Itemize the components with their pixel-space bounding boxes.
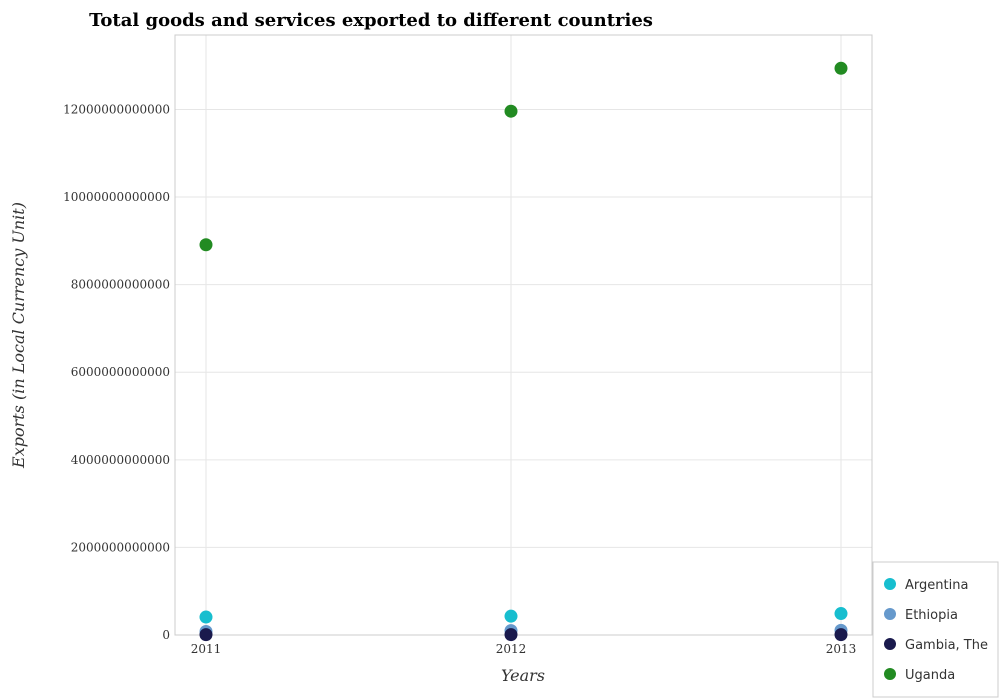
y-tick-label: 8000000000000 bbox=[71, 278, 170, 292]
x-tick-label: 2012 bbox=[496, 642, 527, 656]
legend-label: Argentina bbox=[905, 578, 968, 593]
point-uganda bbox=[199, 238, 213, 252]
y-axis-label: Exports (in Local Currency Unit) bbox=[9, 202, 28, 469]
point-uganda bbox=[834, 61, 848, 75]
y-tick-label: 4000000000000 bbox=[71, 453, 170, 467]
point-gambia-the bbox=[504, 628, 518, 642]
x-tick-label: 2013 bbox=[826, 642, 857, 656]
legend-label: Ethiopia bbox=[905, 608, 958, 623]
legend-marker bbox=[884, 578, 896, 590]
legend-marker bbox=[884, 668, 896, 680]
point-gambia-the bbox=[834, 628, 848, 642]
legend: Argentina Ethiopia Gambia, The Uganda bbox=[872, 561, 999, 698]
legend-marker bbox=[884, 638, 896, 650]
point-uganda bbox=[504, 104, 518, 118]
legend-label: Uganda bbox=[905, 668, 955, 683]
chart-title: Total goods and services exported to dif… bbox=[89, 10, 653, 31]
point-argentina bbox=[199, 610, 213, 624]
point-gambia-the bbox=[199, 628, 213, 642]
y-tick-label: 12000000000000 bbox=[63, 102, 170, 116]
point-argentina bbox=[834, 607, 848, 621]
x-tick-label: 2011 bbox=[191, 642, 222, 656]
plot-area: 0 2000000000000 4000000000000 6000000000000… bbox=[63, 34, 873, 656]
x-axis-label: Years bbox=[501, 666, 545, 685]
y-tick-label: 10000000000000 bbox=[63, 190, 170, 204]
legend-marker bbox=[884, 608, 896, 620]
y-tick-label: 6000000000000 bbox=[71, 365, 170, 379]
legend-label: Gambia, The bbox=[905, 638, 988, 653]
plot-frame bbox=[174, 34, 873, 636]
y-tick-label: 2000000000000 bbox=[71, 540, 170, 554]
point-argentina bbox=[504, 609, 518, 623]
y-tick-label: 0 bbox=[162, 628, 170, 642]
